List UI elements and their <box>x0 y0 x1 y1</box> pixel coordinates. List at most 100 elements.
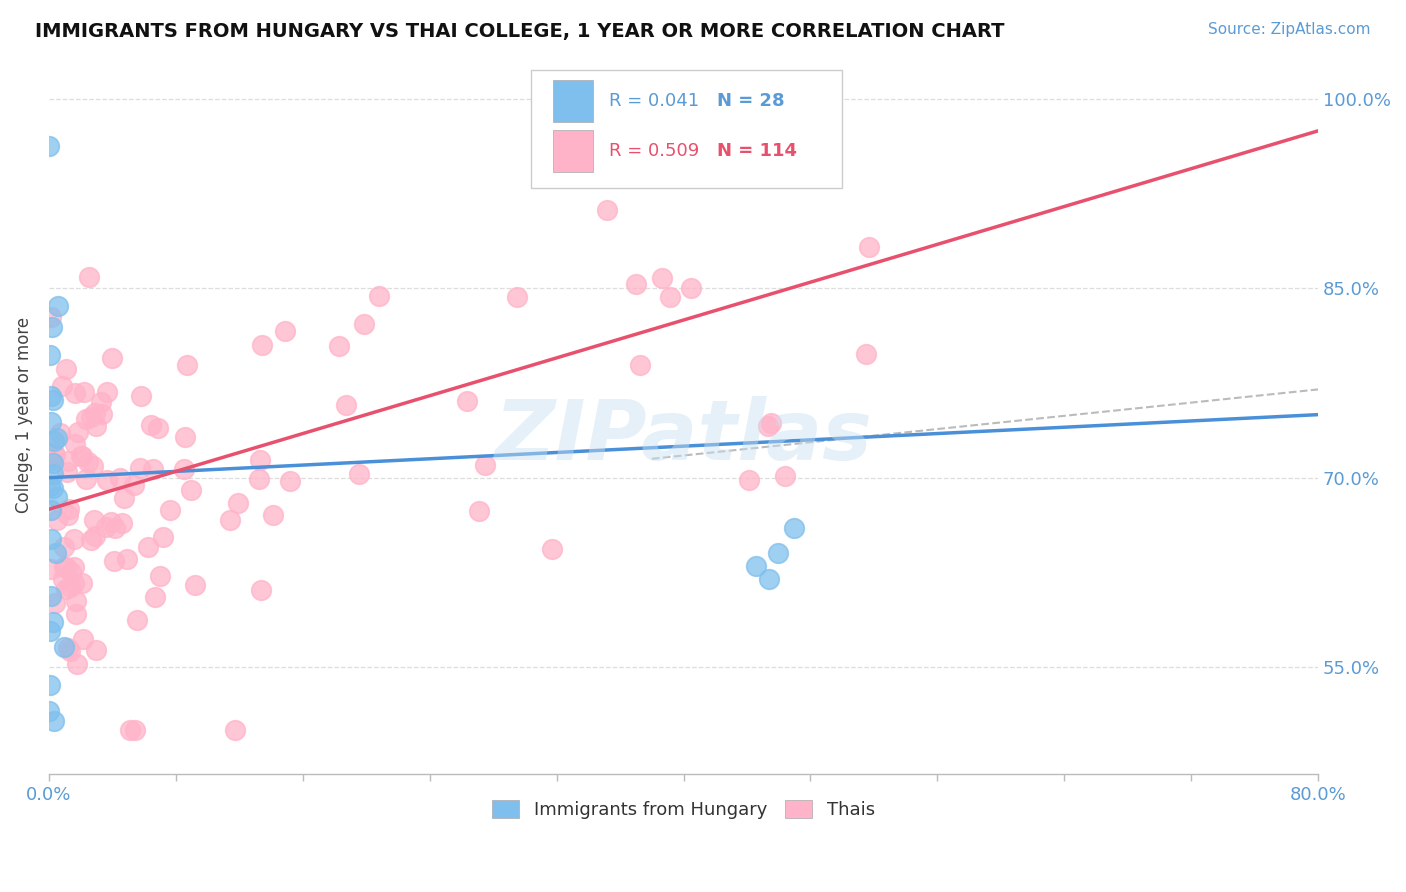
Point <box>51 379 73 393</box>
Point <box>65 385 87 400</box>
Point <box>218 513 240 527</box>
Point <box>42 714 65 729</box>
Point <box>56 640 79 655</box>
Point <box>468 504 491 518</box>
Point <box>681 281 703 295</box>
Point <box>58 580 80 594</box>
Point <box>38 624 60 638</box>
Point <box>773 468 796 483</box>
Point <box>39 389 62 403</box>
Point <box>56 508 79 522</box>
Point <box>42 434 65 449</box>
Point <box>651 271 673 285</box>
Point <box>59 565 82 579</box>
Point <box>83 513 105 527</box>
Point <box>149 568 172 582</box>
Point <box>94 520 117 534</box>
Point <box>55 362 77 376</box>
Point <box>328 338 350 352</box>
Point <box>108 471 131 485</box>
Text: Source: ZipAtlas.com: Source: ZipAtlas.com <box>1208 22 1371 37</box>
Point <box>72 632 94 646</box>
Point <box>38 705 60 719</box>
Text: ZIPatlas: ZIPatlas <box>495 396 873 476</box>
Point <box>226 496 249 510</box>
Point <box>63 559 86 574</box>
Point <box>129 389 152 403</box>
Point <box>42 393 65 408</box>
Y-axis label: College, 1 year or more: College, 1 year or more <box>15 317 32 513</box>
Point <box>347 467 370 482</box>
Point <box>367 289 389 303</box>
Point <box>738 473 761 487</box>
Point <box>104 521 127 535</box>
Point <box>70 576 93 591</box>
Point <box>103 554 125 568</box>
Point <box>69 449 91 463</box>
Point <box>247 472 270 486</box>
Point <box>45 490 67 504</box>
Point <box>39 678 62 692</box>
Point <box>39 348 62 362</box>
Point <box>77 455 100 469</box>
Point <box>80 533 103 547</box>
Point <box>41 467 63 482</box>
Bar <box>553 130 593 171</box>
Point <box>44 448 66 462</box>
Point <box>474 458 496 473</box>
Point <box>55 582 77 596</box>
Point <box>96 384 118 399</box>
Point <box>756 418 779 433</box>
Point <box>658 290 681 304</box>
Point <box>112 491 135 505</box>
Point <box>353 317 375 331</box>
Point <box>42 615 65 629</box>
Point <box>75 472 97 486</box>
Point <box>628 358 651 372</box>
Legend: Immigrants from Hungary, Thais: Immigrants from Hungary, Thais <box>485 793 882 826</box>
Point <box>49 425 72 440</box>
Point <box>58 454 80 468</box>
Point <box>41 456 63 470</box>
Point <box>273 324 295 338</box>
Text: R = 0.509: R = 0.509 <box>609 142 699 160</box>
Point <box>44 445 66 459</box>
Point <box>41 310 63 324</box>
Point <box>262 508 284 522</box>
Point <box>335 398 357 412</box>
Point <box>75 412 97 426</box>
Point <box>122 478 145 492</box>
Point <box>174 430 197 444</box>
FancyBboxPatch shape <box>531 70 842 188</box>
Bar <box>553 80 593 122</box>
Point <box>63 437 86 451</box>
Point <box>59 644 82 658</box>
Point <box>115 552 138 566</box>
Point <box>39 562 62 576</box>
Point <box>53 540 76 554</box>
Point <box>83 529 105 543</box>
Point <box>146 421 169 435</box>
Point <box>90 394 112 409</box>
Point <box>62 576 84 591</box>
Point <box>41 589 63 603</box>
Point <box>858 240 880 254</box>
Point <box>84 419 107 434</box>
Point <box>38 139 60 153</box>
Point <box>128 461 150 475</box>
Point <box>39 479 62 493</box>
Point <box>58 502 80 516</box>
Point <box>506 289 529 303</box>
Point <box>224 723 246 737</box>
Point <box>143 590 166 604</box>
Text: R = 0.041: R = 0.041 <box>609 92 699 110</box>
Point <box>783 521 806 535</box>
Point <box>82 459 104 474</box>
Point <box>63 532 86 546</box>
Point <box>46 299 69 313</box>
Point <box>80 410 103 425</box>
Point <box>96 473 118 487</box>
Point <box>56 465 79 479</box>
Point <box>55 560 77 574</box>
Text: N = 28: N = 28 <box>717 92 785 110</box>
